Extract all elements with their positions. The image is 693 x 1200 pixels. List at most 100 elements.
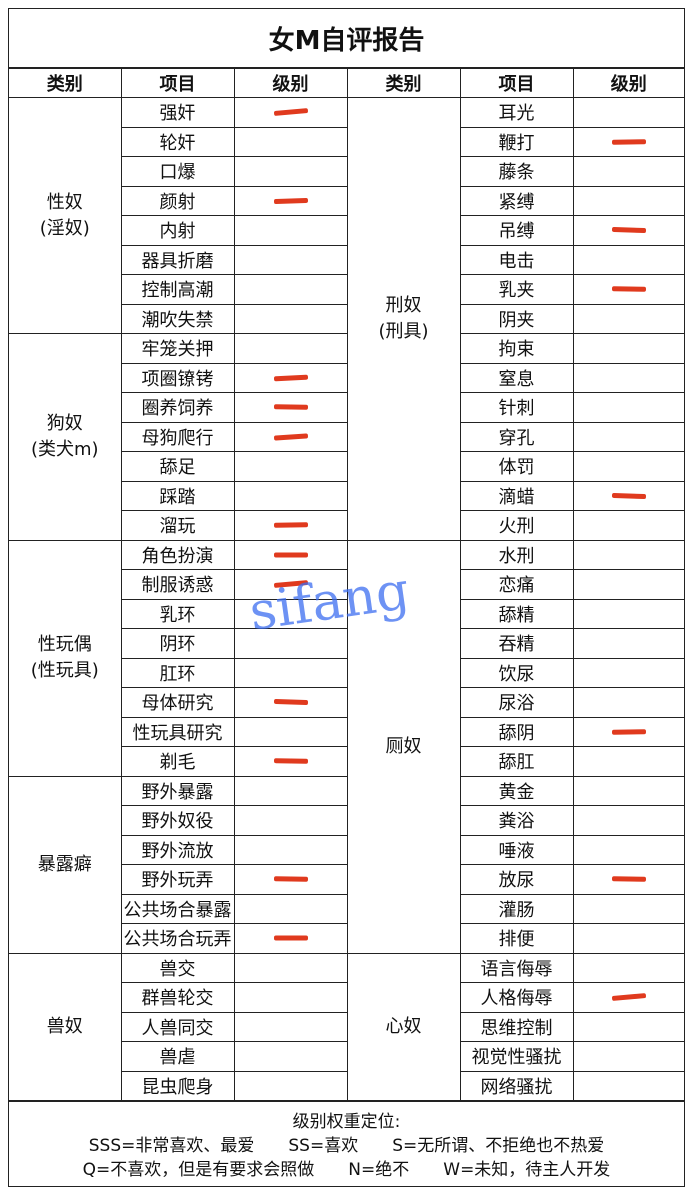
level-cell[interactable]	[233, 657, 348, 688]
level-cell[interactable]	[233, 451, 348, 482]
level-cell[interactable]	[233, 746, 348, 777]
level-cell[interactable]	[572, 156, 684, 187]
level-cell[interactable]	[233, 362, 348, 393]
level-cell[interactable]	[233, 1011, 348, 1042]
level-cell[interactable]	[233, 510, 348, 541]
level-cell[interactable]	[572, 1041, 684, 1072]
table-row: 人兽同交 思维控制	[9, 1011, 684, 1042]
level-cell[interactable]	[572, 569, 684, 600]
level-cell[interactable]	[572, 687, 684, 718]
level-cell[interactable]	[572, 392, 684, 423]
level-cell[interactable]	[572, 480, 684, 511]
item-name: 野外玩弄	[121, 864, 235, 895]
level-cell[interactable]	[572, 628, 684, 659]
item-name: 紧缚	[459, 185, 574, 216]
level-cell[interactable]	[233, 97, 348, 128]
level-cell[interactable]	[233, 185, 348, 216]
level-cell[interactable]	[572, 274, 684, 305]
level-cell[interactable]	[572, 244, 684, 275]
level-cell[interactable]	[233, 893, 348, 924]
level-cell[interactable]	[572, 362, 684, 393]
level-cell[interactable]	[233, 1070, 348, 1101]
level-cell[interactable]	[233, 834, 348, 865]
column-header: 级别	[572, 68, 684, 98]
level-cell[interactable]	[572, 982, 684, 1013]
item-name: 思维控制	[459, 1011, 574, 1042]
table-row: 性玩偶 (性玩具) 角色扮演 厕奴 水刑	[9, 539, 684, 954]
level-cell[interactable]	[233, 539, 348, 570]
level-cell[interactable]	[572, 864, 684, 895]
level-cell[interactable]	[233, 628, 348, 659]
level-cell[interactable]	[233, 126, 348, 157]
level-cell[interactable]	[572, 805, 684, 836]
table-row: 控制高潮 乳夹	[9, 274, 684, 305]
column-header: 级别	[233, 68, 348, 98]
level-cell[interactable]	[572, 333, 684, 364]
item-name: 视觉性骚扰	[459, 1041, 574, 1072]
level-cell[interactable]	[233, 1041, 348, 1072]
red-mark	[611, 993, 646, 1002]
level-cell[interactable]	[233, 156, 348, 187]
item-name: 尿浴	[459, 687, 574, 718]
level-cell[interactable]	[233, 303, 348, 334]
level-cell[interactable]	[233, 421, 348, 452]
item-name: 黄金	[459, 775, 574, 806]
item-name: 器具折磨	[121, 244, 235, 275]
level-cell[interactable]	[233, 215, 348, 246]
level-cell[interactable]	[233, 775, 348, 806]
level-cell[interactable]	[572, 185, 684, 216]
level-cell[interactable]	[572, 1011, 684, 1042]
level-cell[interactable]	[572, 598, 684, 629]
level-cell[interactable]	[572, 923, 684, 954]
level-cell[interactable]	[233, 569, 348, 600]
table-row: 肛环 饮尿	[9, 657, 684, 688]
level-cell[interactable]	[572, 97, 684, 128]
level-cell[interactable]	[233, 982, 348, 1013]
level-cell[interactable]	[572, 893, 684, 924]
level-cell[interactable]	[233, 480, 348, 511]
level-cell[interactable]	[233, 687, 348, 718]
table-row: 溜玩 火刑	[9, 510, 684, 541]
table-row: 昆虫爬身 网络骚扰	[9, 1070, 684, 1101]
level-cell[interactable]	[572, 215, 684, 246]
table-row: 性玩具研究 舔阴	[9, 716, 684, 747]
level-cell[interactable]	[572, 510, 684, 541]
column-header: 类别	[346, 68, 461, 98]
level-cell[interactable]	[233, 333, 348, 364]
level-cell[interactable]	[572, 834, 684, 865]
level-cell[interactable]	[572, 539, 684, 570]
level-cell[interactable]	[572, 451, 684, 482]
level-cell[interactable]	[572, 716, 684, 747]
item-name: 角色扮演	[120, 539, 235, 570]
level-cell[interactable]	[572, 1070, 684, 1101]
report-title: 女M自评报告	[9, 9, 684, 68]
level-cell[interactable]	[233, 923, 348, 954]
level-cell[interactable]	[233, 274, 348, 305]
category-name: 心奴	[385, 1015, 422, 1037]
level-cell[interactable]	[572, 657, 684, 688]
item-name: 饮尿	[459, 657, 574, 688]
red-mark	[273, 758, 308, 765]
level-cell[interactable]	[233, 864, 348, 895]
level-cell[interactable]	[572, 303, 684, 334]
red-mark	[273, 374, 308, 382]
level-cell[interactable]	[233, 716, 348, 747]
category-cell: 狗奴 (类犬m)	[9, 333, 122, 541]
level-cell[interactable]	[572, 421, 684, 452]
table-row: 公共场合玩弄 排便	[9, 923, 684, 954]
column-header: 类别	[9, 68, 122, 98]
level-cell[interactable]	[572, 952, 684, 983]
level-cell[interactable]	[233, 244, 348, 275]
level-cell[interactable]	[233, 805, 348, 836]
red-mark	[273, 935, 308, 941]
level-cell[interactable]	[572, 126, 684, 157]
level-cell[interactable]	[572, 775, 684, 806]
level-cell[interactable]	[233, 952, 348, 983]
category-name: 刑奴	[385, 294, 422, 316]
level-cell[interactable]	[233, 598, 348, 629]
level-legend: 级别权重定位: SSS=非常喜欢、最爱 SS=喜欢 S=无所谓、不拒绝也不热爱 …	[9, 1101, 684, 1186]
item-name: 放尿	[459, 864, 574, 895]
level-cell[interactable]	[233, 392, 348, 423]
level-cell[interactable]	[572, 746, 684, 777]
